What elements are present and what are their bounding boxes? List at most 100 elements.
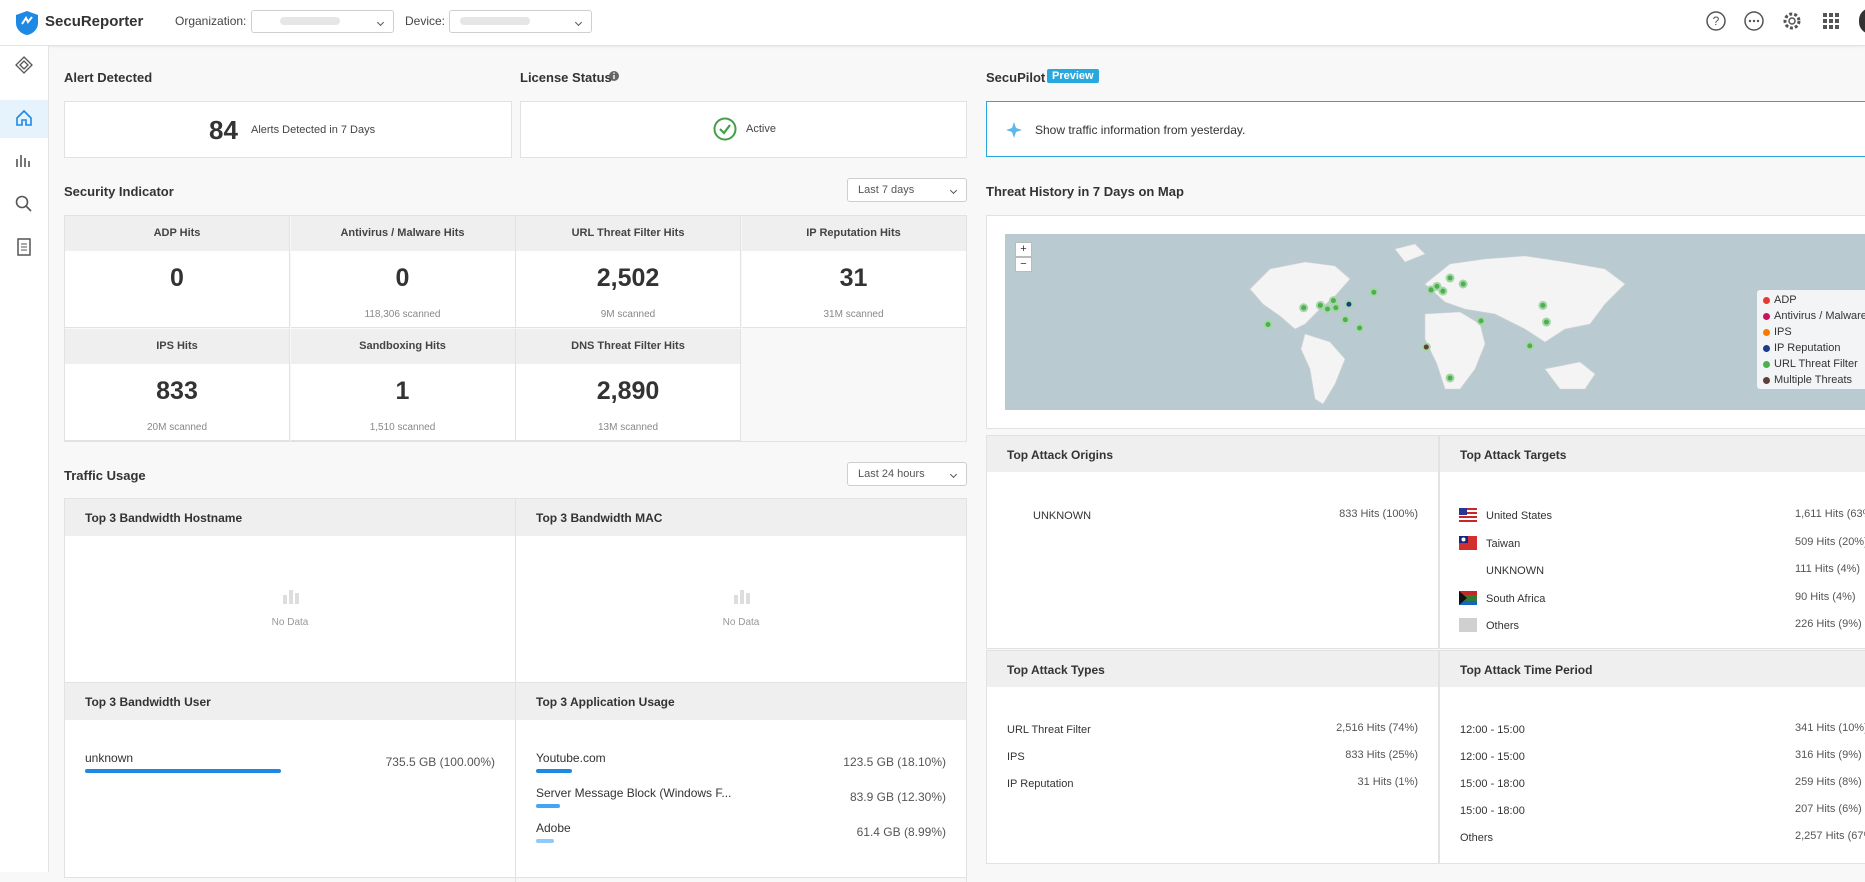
threat-map[interactable] (1005, 234, 1865, 410)
usage-value: 123.5 GB (18.10%) (843, 755, 946, 769)
indicator-scanned: 1,510 scanned (369, 422, 436, 433)
card-title: Top 3 Bandwidth MAC (536, 511, 663, 525)
indicator-scanned: 13M scanned (597, 422, 659, 433)
threat-point[interactable] (1263, 319, 1273, 329)
nav-home[interactable] (14, 108, 34, 128)
row-value: 90 Hits (4%) (1795, 590, 1856, 603)
no-data-text: No Data (722, 617, 760, 628)
sparkle-icon (1006, 122, 1022, 138)
range-select[interactable]: Last 24 hours (847, 462, 967, 486)
range-select[interactable]: Last 7 days (847, 178, 967, 202)
row-value: 31 Hits (1%) (1357, 776, 1418, 788)
security-grid: ADP Hits 0 Antivirus / Malware Hits 0 118,30… (64, 215, 967, 442)
legend-dot (1763, 361, 1770, 368)
row-name: United States (1486, 510, 1553, 522)
card-title: Top 3 Application Usage (536, 695, 675, 709)
threat-point[interactable] (1538, 300, 1548, 310)
usage-card: Top 3 Application Usage Youtube.com 123.5 … (516, 682, 967, 882)
threat-point[interactable] (1315, 300, 1325, 310)
row-name: URL Threat Filter (1007, 724, 1091, 736)
threat-point[interactable] (1369, 287, 1379, 297)
bandwidth-card: Top 3 Bandwidth MAC No Data (516, 499, 967, 682)
section-title: Threat History in 7 Days on Map (986, 184, 1184, 199)
threat-point[interactable] (1438, 286, 1448, 296)
row-name: UNKNOWN (1033, 510, 1092, 522)
row-name: 15:00 - 18:00 (1460, 778, 1525, 790)
indicator-value: 31 (839, 264, 868, 292)
section-title: Security Indicator (64, 184, 174, 199)
indicator-value: 2,502 (596, 264, 660, 292)
legend-dot (1763, 313, 1770, 320)
row-value: 341 Hits (10%) (1795, 722, 1865, 734)
threat-point[interactable] (1432, 281, 1442, 291)
card-title: Top 3 Bandwidth Hostname (85, 511, 243, 525)
zoom-in[interactable]: + (1015, 242, 1032, 257)
zoom-out[interactable]: − (1015, 257, 1032, 272)
row-value: 2,257 Hits (67%) (1795, 830, 1865, 842)
threat-point[interactable] (1541, 317, 1551, 327)
threat-point[interactable] (1476, 316, 1486, 326)
indicator-name: Sandboxing Hits (359, 340, 446, 352)
threat-point[interactable] (1525, 341, 1535, 351)
usage-value: 83.9 GB (12.30%) (849, 790, 946, 804)
row-name: Taiwan (1486, 537, 1521, 550)
help-button[interactable]: ? (1705, 10, 1727, 32)
settings-button[interactable] (1781, 10, 1803, 32)
secupilot-prompt: Show traffic information from yesterday. (1035, 123, 1246, 137)
indicator-value: 0 (170, 264, 184, 292)
threat-point[interactable] (1299, 303, 1309, 313)
row-name: 12:00 - 15:00 (1460, 724, 1525, 736)
threat-point[interactable] (1445, 273, 1455, 283)
card-header (516, 499, 966, 536)
threat-point[interactable] (1328, 296, 1338, 306)
threat-point[interactable] (1458, 279, 1468, 289)
row-value: 226 Hits (9%) (1795, 618, 1862, 630)
legend-label: Multiple Threats (1774, 374, 1853, 386)
more-button[interactable] (1743, 10, 1765, 32)
legend-dot (1763, 377, 1770, 384)
row-value: 207 Hits (6%) (1795, 803, 1862, 815)
time-panel: Top Attack Time Period 12:00 - 15:00 341 H… (1439, 650, 1865, 864)
threat-point[interactable] (1421, 342, 1431, 352)
indicator-card: Antivirus / Malware Hits 0 118,306 scanned (290, 216, 516, 328)
indicator-name: URL Threat Filter Hits (571, 227, 685, 239)
threat-point[interactable] (1344, 299, 1354, 309)
threat-point[interactable] (1340, 315, 1350, 325)
nav-analytics[interactable] (14, 150, 34, 170)
indicator-name: IPS Hits (156, 340, 198, 352)
card-title: Top Attack Targets (1460, 448, 1567, 462)
row-name: Others (1486, 620, 1520, 632)
indicator-name: Antivirus / Malware Hits (340, 227, 465, 239)
avatar[interactable] (1859, 8, 1865, 34)
legend-label: URL Threat Filter (1774, 358, 1858, 370)
check-icon (713, 117, 737, 141)
flag-icon (1459, 535, 1477, 550)
row-value: 111 Hits (4%) (1795, 563, 1861, 575)
nav-search[interactable] (14, 194, 34, 214)
nav-report[interactable] (14, 237, 34, 257)
types-panel: Top Attack Types URL Threat Filter 2,516 H… (986, 650, 1439, 864)
secupilot-box[interactable] (986, 101, 1865, 157)
flag-icon (1459, 508, 1477, 522)
apps-button[interactable] (1820, 10, 1842, 32)
no-data-icon (281, 585, 301, 605)
indicator-card: ADP Hits 0 (65, 216, 290, 328)
info-icon[interactable] (608, 70, 620, 82)
usage-bar (536, 769, 572, 773)
card-header (1440, 436, 1865, 472)
device-select[interactable] (449, 10, 592, 33)
row-value: 316 Hits (9%) (1795, 749, 1862, 761)
row-name: Others (1460, 832, 1494, 844)
alert-count: 84 (209, 115, 238, 145)
threat-point[interactable] (1331, 303, 1341, 313)
threat-point[interactable] (1322, 304, 1332, 314)
org-select[interactable] (251, 10, 394, 33)
legend-dot (1763, 345, 1770, 352)
nav-secupilot[interactable] (13, 55, 35, 75)
section-title: Traffic Usage (64, 468, 146, 483)
origins-panel: Top Attack Origins UNKNOWN 833 Hits (100%) (986, 435, 1439, 649)
indicator-header (741, 216, 966, 251)
threat-point[interactable] (1355, 323, 1365, 333)
threat-point[interactable] (1445, 373, 1455, 383)
